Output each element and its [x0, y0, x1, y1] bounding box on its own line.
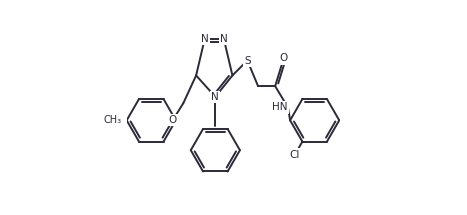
Text: O: O — [280, 53, 288, 63]
Text: N: N — [220, 34, 228, 44]
Text: N: N — [201, 34, 209, 44]
Text: CH₃: CH₃ — [104, 115, 122, 125]
Text: S: S — [244, 55, 251, 66]
Text: Cl: Cl — [290, 150, 300, 160]
Text: HN: HN — [272, 103, 288, 112]
Text: N: N — [212, 92, 219, 102]
Text: O: O — [169, 115, 177, 125]
